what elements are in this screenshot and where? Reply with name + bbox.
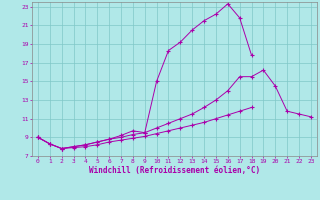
- X-axis label: Windchill (Refroidissement éolien,°C): Windchill (Refroidissement éolien,°C): [89, 166, 260, 175]
